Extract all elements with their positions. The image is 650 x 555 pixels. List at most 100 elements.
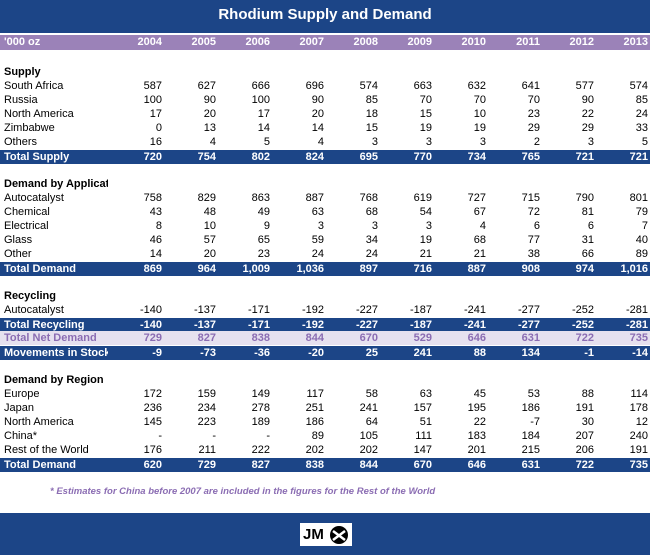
cell-value: 735: [629, 459, 648, 471]
cell-value: 722: [575, 459, 594, 471]
cell-value: 23: [527, 108, 540, 120]
section-heading: Demand by Region: [0, 373, 650, 387]
cell-value: 24: [311, 248, 324, 260]
row-label: South Africa: [4, 80, 64, 92]
cell-value: 186: [305, 416, 324, 428]
cell-value: 824: [305, 151, 324, 163]
cell-value: 827: [197, 332, 216, 344]
cell-value: 31: [581, 234, 594, 246]
table-row: Rest of the World 176 211 222 202 202 147 201 21…: [0, 443, 650, 457]
header-year: 2004: [137, 36, 162, 48]
cell-value: -171: [247, 319, 270, 331]
cell-value: 43: [149, 206, 162, 218]
cell-value: -227: [355, 304, 378, 316]
cell-value: 16: [149, 136, 162, 148]
cell-value: 641: [521, 80, 540, 92]
cell-value: 51: [419, 416, 432, 428]
table-row: Russia 100 90 100 90 85 70 70 70 90 85: [0, 93, 650, 107]
cell-value: 20: [203, 108, 216, 120]
cell-value: -171: [247, 304, 270, 316]
cell-value: 646: [467, 459, 486, 471]
cell-value: 20: [311, 108, 324, 120]
header-year: 2010: [461, 36, 486, 48]
cell-value: 765: [521, 151, 540, 163]
row-label: Europe: [4, 388, 40, 400]
section-heading: Recycling: [0, 289, 650, 303]
row-label: Rest of the World: [4, 444, 89, 456]
title-band: [0, 0, 650, 33]
cell-value: 0: [155, 122, 162, 134]
cell-value: 863: [251, 192, 270, 204]
cell-value: -277: [517, 319, 540, 331]
cell-value: 64: [365, 416, 378, 428]
cell-value: 727: [467, 192, 486, 204]
row-label: North America: [4, 108, 74, 120]
cell-value: 768: [359, 192, 378, 204]
cell-value: 3: [425, 220, 432, 232]
cell-value: 974: [575, 263, 594, 275]
cell-value: 21: [419, 248, 432, 260]
cell-value: -277: [517, 304, 540, 316]
cell-value: 620: [143, 459, 162, 471]
cell-value: 790: [575, 192, 594, 204]
cell-value: 758: [143, 192, 162, 204]
cell-value: 45: [473, 388, 486, 400]
section-title: Demand by Region: [4, 374, 104, 386]
header-year: 2009: [407, 36, 432, 48]
cell-value: 70: [527, 94, 540, 106]
cell-value: 577: [575, 80, 594, 92]
cell-value: 49: [257, 206, 270, 218]
cell-value: 68: [365, 206, 378, 218]
section-heading: Supply: [0, 65, 650, 79]
cell-value: 70: [419, 94, 432, 106]
cell-value: 211: [198, 444, 216, 456]
cell-value: 10: [473, 108, 486, 120]
row-label: Autocatalyst: [4, 192, 64, 204]
cell-value: 695: [359, 151, 378, 163]
cell-value: 14: [149, 248, 162, 260]
cell-value: 38: [527, 248, 540, 260]
cell-value: 15: [419, 108, 432, 120]
cell-value: 19: [419, 122, 432, 134]
cell-value: 222: [251, 444, 270, 456]
row-label: Japan: [4, 402, 34, 414]
cell-value: 207: [575, 430, 594, 442]
section-title: Recycling: [4, 290, 56, 302]
cell-value: 4: [209, 136, 216, 148]
cell-value: 100: [143, 94, 162, 106]
cell-value: 48: [203, 206, 216, 218]
cell-value: 9: [263, 220, 270, 232]
cell-value: 5: [263, 136, 270, 148]
header-year: 2013: [623, 36, 648, 48]
cell-value: 70: [473, 94, 486, 106]
cell-value: 157: [413, 402, 432, 414]
cell-value: 1,009: [242, 263, 270, 275]
cell-value: 1,016: [620, 263, 648, 275]
section-title: Demand by Application: [4, 178, 108, 190]
cell-value: 81: [581, 206, 594, 218]
cell-value: 278: [251, 402, 270, 414]
cell-value: 191: [575, 402, 594, 414]
cell-value: 189: [251, 416, 270, 428]
table-row: South Africa 587 627 666 696 574 663 632 641 577 5…: [0, 79, 650, 93]
cell-value: 619: [413, 192, 432, 204]
cell-value: 3: [587, 136, 594, 148]
cell-value: 729: [197, 459, 216, 471]
cell-value: 89: [311, 430, 324, 442]
cell-value: 15: [365, 122, 378, 134]
row-label: Zimbabwe: [4, 122, 55, 134]
cell-value: -140: [139, 319, 162, 331]
cell-value: 721: [575, 151, 594, 163]
cell-value: 234: [197, 402, 216, 414]
cell-value: 844: [305, 332, 324, 344]
cell-value: 802: [251, 151, 270, 163]
title: Rhodium Supply and Demand: [218, 6, 432, 23]
cell-value: 10: [203, 220, 216, 232]
cell-value: 186: [521, 402, 540, 414]
cell-value: 63: [311, 206, 324, 218]
cell-value: 159: [197, 388, 216, 400]
cell-value: 22: [581, 108, 594, 120]
cell-value: 6: [587, 220, 594, 232]
cell-value: 176: [143, 444, 162, 456]
header-year: 2005: [191, 36, 216, 48]
